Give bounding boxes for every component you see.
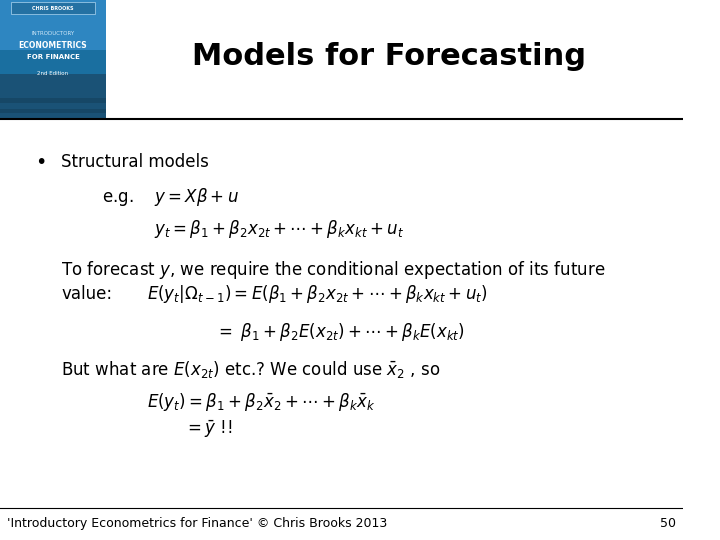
Text: value:: value: bbox=[61, 285, 112, 303]
FancyBboxPatch shape bbox=[11, 2, 95, 14]
FancyBboxPatch shape bbox=[0, 0, 106, 119]
Text: $= \ \beta_1 + \beta_2 E(x_{2t}) + \cdots + \beta_k E(x_{kt})$: $= \ \beta_1 + \beta_2 E(x_{2t}) + \cdot… bbox=[215, 321, 465, 343]
Text: 2nd Edition: 2nd Edition bbox=[37, 71, 68, 76]
Text: FOR FINANCE: FOR FINANCE bbox=[27, 54, 79, 60]
FancyBboxPatch shape bbox=[0, 93, 106, 97]
FancyBboxPatch shape bbox=[0, 103, 106, 108]
Text: 'Introductory Econometrics for Finance' © Chris Brooks 2013: 'Introductory Econometrics for Finance' … bbox=[6, 517, 387, 530]
FancyBboxPatch shape bbox=[0, 98, 106, 103]
FancyBboxPatch shape bbox=[0, 109, 106, 113]
Text: $y_t = \beta_1 + \beta_2 x_{2t} + \cdots + \beta_k x_{kt} + u_t$: $y_t = \beta_1 + \beta_2 x_{2t} + \cdots… bbox=[154, 219, 404, 240]
Text: e.g.    $y = X\beta + u$: e.g. $y = X\beta + u$ bbox=[102, 186, 240, 208]
Text: 50: 50 bbox=[660, 517, 677, 530]
Text: $= \bar{y}$ !!: $= \bar{y}$ !! bbox=[184, 418, 233, 440]
Text: INTRODUCTORY: INTRODUCTORY bbox=[32, 31, 74, 36]
Text: $E\left(y_t | \Omega_{t-1}\right) = E\left(\beta_1 + \beta_2 x_{2t} + \cdots + \: $E\left(y_t | \Omega_{t-1}\right) = E\le… bbox=[147, 284, 487, 305]
FancyBboxPatch shape bbox=[0, 114, 106, 119]
Text: •: • bbox=[35, 152, 47, 172]
Text: ECONOMETRICS: ECONOMETRICS bbox=[19, 40, 87, 50]
FancyBboxPatch shape bbox=[0, 50, 106, 73]
Text: But what are $E(x_{2t})$ etc.? We could use $\bar{x}_2$ , so: But what are $E(x_{2t})$ etc.? We could … bbox=[61, 360, 441, 380]
Text: To forecast $y$, we require the conditional expectation of its future: To forecast $y$, we require the conditio… bbox=[61, 259, 606, 281]
Text: Structural models: Structural models bbox=[61, 153, 210, 171]
FancyBboxPatch shape bbox=[0, 0, 106, 53]
Text: $E\left(y_t\right) = \beta_1 + \beta_2 \bar{x}_2 + \cdots + \beta_k \bar{x}_k$: $E\left(y_t\right) = \beta_1 + \beta_2 \… bbox=[147, 392, 375, 413]
Text: Models for Forecasting: Models for Forecasting bbox=[192, 42, 587, 71]
Text: CHRIS BROOKS: CHRIS BROOKS bbox=[32, 6, 73, 11]
